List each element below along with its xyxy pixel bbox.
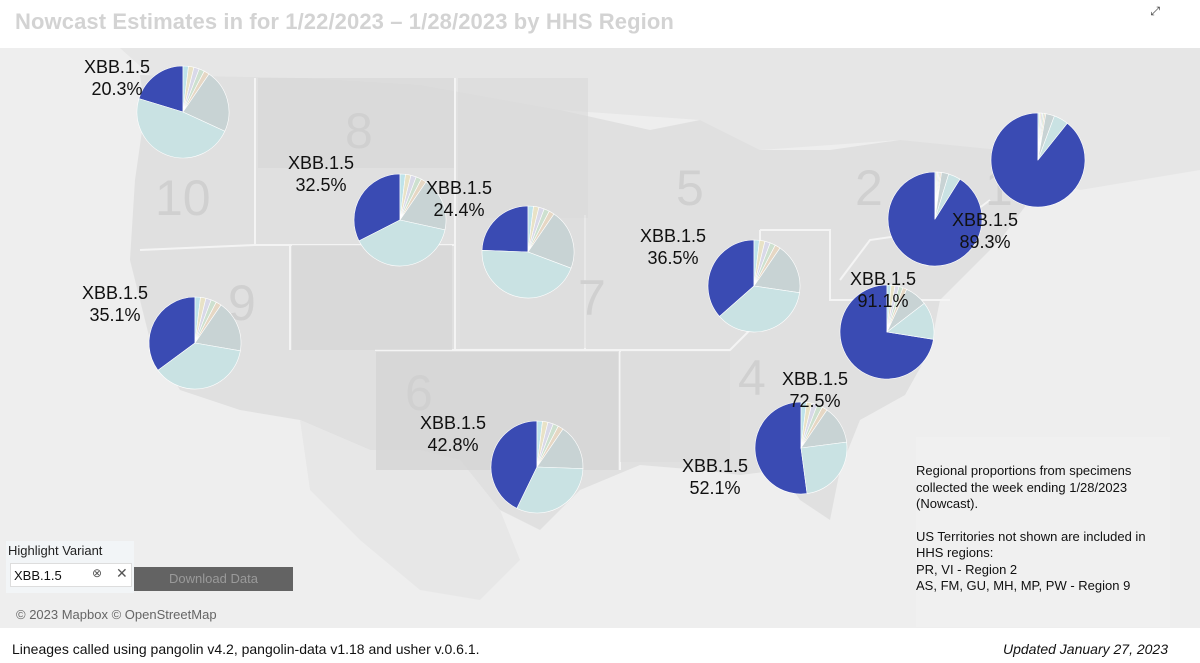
pie-label-region-2: XBB.1.5 91.1% (850, 269, 917, 311)
legend-line: HHS regions: (916, 545, 994, 560)
pie-slice-other[interactable] (934, 173, 961, 220)
pie-label-region-8: XBB.1.5 32.5% (288, 153, 355, 195)
us-map[interactable]: 10 8 7 5 9 6 4 2 1 (0, 48, 1200, 628)
legend-line: Regional proportions from specimens (916, 463, 1132, 478)
region-number-8: 8 (345, 103, 373, 159)
pie-slice-other[interactable] (536, 428, 584, 469)
highlight-variant-value[interactable]: XBB.1.5 (14, 568, 62, 583)
pie-slice-xbb15[interactable] (707, 239, 755, 317)
region-number-4: 4 (738, 350, 766, 406)
pie-slice-other[interactable] (481, 249, 572, 299)
legend-panel (916, 437, 1170, 627)
legend-line: AS, FM, GU, MH, MP, PW - Region 9 (916, 578, 1131, 593)
pie-slice-other[interactable] (719, 285, 800, 333)
pie-slice-other[interactable] (886, 302, 935, 340)
clear-circle-icon[interactable]: ⊗ (92, 566, 103, 580)
maximize-icon[interactable]: ⤢ (1150, 4, 1160, 18)
pie-slice-other[interactable] (399, 181, 447, 231)
pie-slice-other[interactable] (194, 304, 242, 352)
map-attribution[interactable]: © 2023 Mapbox © OpenStreetMap (16, 607, 217, 622)
pie-slice-other[interactable] (157, 342, 241, 390)
pie-label-region-10: XBB.1.5 20.3% (84, 57, 151, 99)
pie-slice-other[interactable] (753, 247, 801, 294)
footer-lineage-note: Lineages called using pangolin v4.2, pan… (12, 641, 480, 657)
pie-label-region-5: XBB.1.5 36.5% (640, 226, 707, 268)
legend-line: collected the week ending 1/28/2023 (916, 479, 1128, 495)
pie-slice-other[interactable] (516, 466, 584, 514)
pie-label-region-9: XBB.1.5 35.1% (82, 283, 149, 325)
pie-label-region-4: XBB.1.5 52.1% (682, 456, 749, 498)
region-number-10: 10 (155, 170, 211, 226)
pie-slice-xbb15[interactable] (754, 401, 808, 495)
pie-slice-xbb15[interactable] (138, 65, 184, 113)
pie-slice-xbb15[interactable] (148, 296, 196, 371)
close-icon[interactable]: ✕ (116, 565, 128, 581)
pie-label-region-1: XBB.1.5 89.3% (952, 210, 1019, 252)
pie-slice-xbb15[interactable] (490, 420, 538, 509)
legend-line: (Nowcast). (916, 496, 979, 511)
pie-label-region-3: XBB.1.5 72.5% (782, 369, 849, 411)
legend-line: US Territories not shown are included in (916, 528, 1146, 544)
pie-label-region-7: XBB.1.5 24.4% (426, 178, 493, 220)
pie-slice-other[interactable] (527, 213, 575, 269)
pie-slice-other[interactable] (136, 98, 226, 159)
region-number-5: 5 (676, 160, 704, 216)
pie-slice-other[interactable] (182, 73, 230, 132)
pie-slice-other[interactable] (1037, 115, 1068, 161)
dashboard-title: Nowcast Estimates in for 1/22/2023 – 1/2… (15, 9, 674, 34)
legend-line (916, 513, 1168, 529)
pie-label-region-6: XBB.1.5 42.8% (420, 413, 487, 455)
region-number-7: 7 (578, 270, 606, 326)
pie-slice-xbb15[interactable] (353, 173, 401, 242)
highlight-label: Highlight Variant (8, 543, 103, 558)
highlight-variant-input[interactable] (10, 563, 132, 587)
legend-line: PR, VI - Region 2 (916, 561, 1018, 577)
pie-slice-other[interactable] (800, 441, 848, 494)
pie-slice-xbb15[interactable] (481, 205, 529, 253)
pie-slice-other[interactable] (358, 219, 446, 267)
footer-updated-date: Updated January 27, 2023 (1002, 641, 1168, 657)
region-number-6: 6 (405, 365, 433, 421)
region-number-2: 2 (855, 160, 883, 216)
legend-text: Regional proportions from specimens coll… (916, 463, 1168, 595)
download-data-button[interactable]: Download Data (134, 567, 293, 591)
